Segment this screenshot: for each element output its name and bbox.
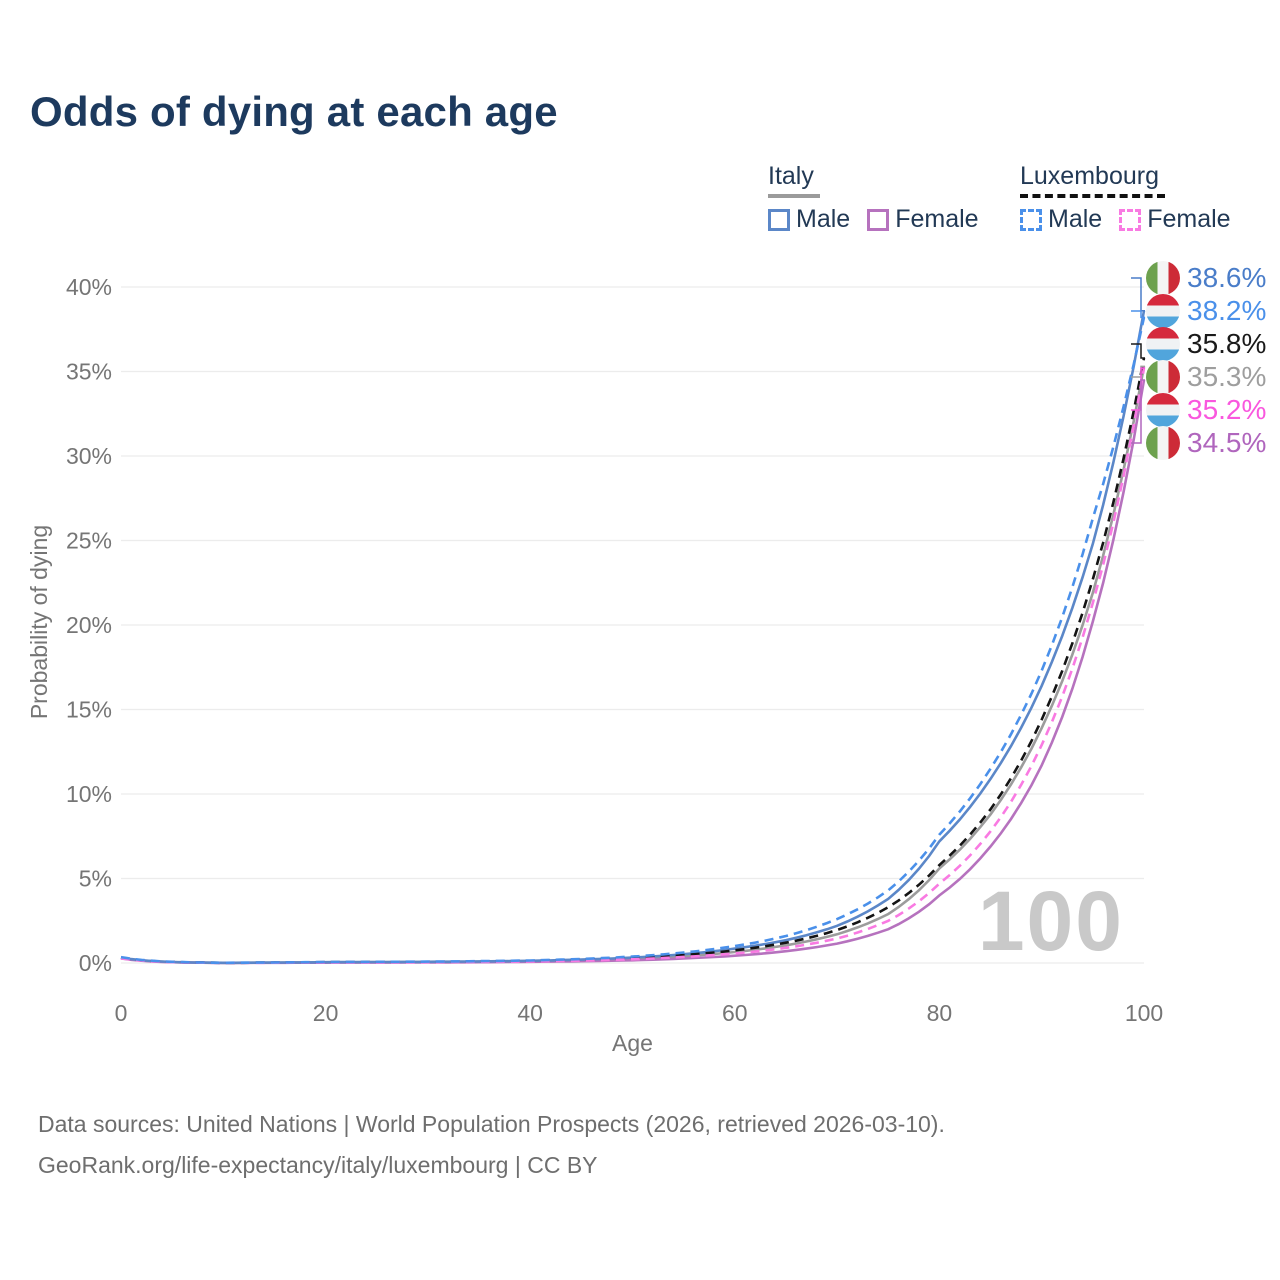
end-label-italy-female: 34.5% [1146, 425, 1266, 461]
leader-line [1131, 343, 1145, 359]
end-label-luxembourg-female: 35.2% [1146, 392, 1266, 428]
end-label-value: 38.6% [1187, 262, 1267, 293]
italy-flag-icon [1146, 426, 1180, 460]
italy-male-swatch-icon [768, 208, 790, 231]
legend-group-title-italy: Italy [768, 162, 814, 190]
end-label-value: 35.3% [1187, 361, 1267, 392]
y-axis-title: Probability of dying [26, 525, 52, 719]
legend-item-label: Female [895, 205, 979, 233]
luxembourg-flag-icon [1146, 327, 1180, 361]
end-label-value: 35.2% [1187, 394, 1267, 425]
legend-item-label: Female [1147, 205, 1231, 233]
series-line-italy-male [120, 310, 1146, 965]
y-tick-label: 20% [66, 612, 112, 638]
x-tick-label: 20 [313, 1000, 339, 1026]
page-title: Odds of dying at each age [30, 88, 558, 135]
legend-group-title-luxembourg: Luxembourg [1020, 162, 1159, 190]
italy-female-swatch-icon [867, 208, 890, 231]
italy-solid-line-underline [768, 194, 820, 198]
series-line-luxembourg-male [120, 317, 1146, 965]
leader-line [1131, 310, 1145, 319]
y-tick-label: 35% [66, 359, 112, 385]
legend-group-luxembourg: Luxembourg Male Female [1020, 162, 1231, 234]
luxembourg-female-swatch-icon [1119, 208, 1142, 231]
legend-group-italy: Italy Male Female [768, 162, 979, 234]
y-tick-label: 30% [66, 443, 112, 469]
legend-item-label: Male [1048, 205, 1103, 233]
x-tick-label: 60 [722, 1000, 748, 1026]
leader-line [1131, 379, 1145, 444]
series-line-luxembourg-total [120, 357, 1146, 965]
y-tick-label: 40% [66, 274, 112, 300]
x-tick-label: 40 [517, 1000, 543, 1026]
italy-flag-icon [1146, 360, 1180, 394]
x-tick-label: 80 [927, 1000, 953, 1026]
end-label-luxembourg-male: 38.2% [1146, 293, 1266, 329]
x-tick-label: 0 [115, 1000, 128, 1026]
y-tick-label: 15% [66, 697, 112, 723]
legend-item-italy-female[interactable]: Female [867, 205, 979, 234]
x-axis-title: Age [612, 1030, 653, 1056]
legend-item-luxembourg-male[interactable]: Male [1020, 205, 1102, 234]
footer: Data sources: United Nations | World Pop… [38, 1104, 945, 1186]
y-tick-label: 5% [79, 866, 112, 892]
end-label-value: 35.8% [1187, 328, 1267, 359]
luxembourg-dashed-line-underline [1020, 194, 1165, 198]
footer-attribution: GeoRank.org/life-expectancy/italy/luxemb… [38, 1152, 598, 1178]
italy-flag-icon [1146, 261, 1180, 295]
x-tick-label: 100 [1125, 1000, 1163, 1026]
legend-item-italy-male[interactable]: Male [768, 205, 850, 234]
legend-item-label: Male [796, 205, 851, 233]
luxembourg-flag-icon [1146, 393, 1180, 427]
footer-data-sources: Data sources: United Nations | World Pop… [38, 1111, 945, 1137]
end-label-italy-male: 38.6% [1146, 260, 1266, 296]
y-tick-label: 10% [66, 781, 112, 807]
end-label-italy-total: 35.3% [1146, 359, 1266, 395]
end-label-value: 38.2% [1187, 295, 1267, 326]
leader-line [1131, 277, 1145, 312]
y-tick-label: 0% [79, 950, 112, 976]
end-label-value: 34.5% [1187, 427, 1267, 458]
end-label-luxembourg-total: 35.8% [1146, 326, 1266, 362]
age-watermark: 100 [978, 874, 1124, 968]
y-tick-label: 25% [66, 528, 112, 554]
legend-item-luxembourg-female[interactable]: Female [1119, 205, 1231, 234]
luxembourg-male-swatch-icon [1020, 208, 1042, 231]
luxembourg-flag-icon [1146, 294, 1180, 328]
